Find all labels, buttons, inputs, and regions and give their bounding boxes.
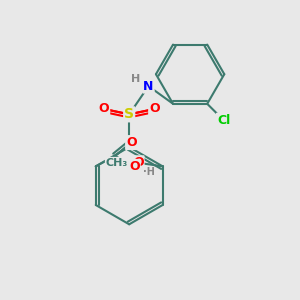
Text: O: O: [149, 103, 160, 116]
Text: O: O: [126, 136, 137, 149]
Text: H: H: [131, 74, 141, 84]
Text: CH₃: CH₃: [106, 158, 128, 168]
Text: ·H: ·H: [143, 167, 154, 177]
Text: N: N: [143, 80, 154, 93]
Text: Cl: Cl: [217, 114, 230, 127]
Text: O: O: [133, 156, 144, 169]
Text: S: S: [124, 107, 134, 121]
Text: O: O: [99, 103, 109, 116]
Text: O: O: [129, 160, 140, 173]
